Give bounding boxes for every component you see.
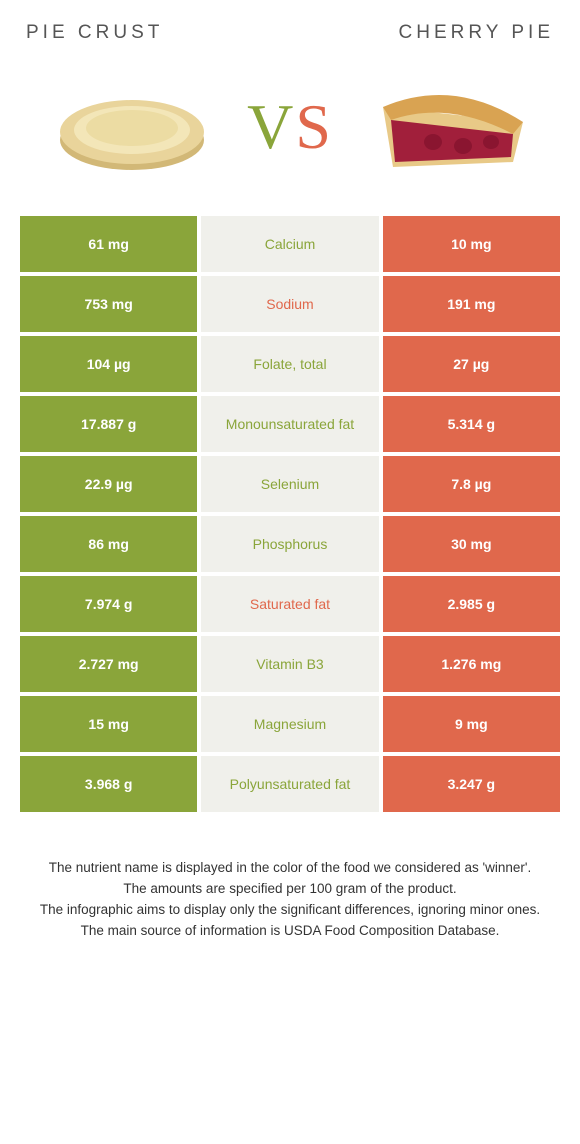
right-value: 9 mg <box>383 696 560 752</box>
right-value: 27 µg <box>383 336 560 392</box>
footer-notes: The nutrient name is displayed in the co… <box>20 858 560 942</box>
left-value: 22.9 µg <box>20 456 197 512</box>
table-row: 2.727 mgVitamin B31.276 mg <box>20 636 560 692</box>
table-row: 61 mgCalcium10 mg <box>20 216 560 272</box>
vs-row: VS <box>20 62 560 192</box>
table-row: 753 mgSodium191 mg <box>20 276 560 332</box>
left-value: 3.968 g <box>20 756 197 812</box>
right-value: 5.314 g <box>383 396 560 452</box>
nutrient-name: Selenium <box>201 456 378 512</box>
left-value: 15 mg <box>20 696 197 752</box>
cherry-pie-image <box>363 62 533 192</box>
nutrient-name: Polyunsaturated fat <box>201 756 378 812</box>
left-value: 86 mg <box>20 516 197 572</box>
nutrient-name: Monounsaturated fat <box>201 396 378 452</box>
nutrient-name: Magnesium <box>201 696 378 752</box>
right-value: 10 mg <box>383 216 560 272</box>
left-food-title: PIE CRUST <box>26 22 163 44</box>
right-value: 30 mg <box>383 516 560 572</box>
table-row: 104 µgFolate, total27 µg <box>20 336 560 392</box>
left-value: 753 mg <box>20 276 197 332</box>
right-value: 2.985 g <box>383 576 560 632</box>
right-value: 7.8 µg <box>383 456 560 512</box>
nutrient-name: Saturated fat <box>201 576 378 632</box>
vs-v: V <box>247 91 295 162</box>
left-value: 2.727 mg <box>20 636 197 692</box>
nutrient-name: Vitamin B3 <box>201 636 378 692</box>
nutrient-name: Calcium <box>201 216 378 272</box>
nutrient-name: Folate, total <box>201 336 378 392</box>
vs-s: S <box>295 91 333 162</box>
right-value: 3.247 g <box>383 756 560 812</box>
nutrient-table: 61 mgCalcium10 mg753 mgSodium191 mg104 µ… <box>20 216 560 812</box>
footer-line: The main source of information is USDA F… <box>24 921 556 942</box>
left-value: 7.974 g <box>20 576 197 632</box>
table-row: 86 mgPhosphorus30 mg <box>20 516 560 572</box>
vs-label: VS <box>247 90 333 164</box>
left-value: 17.887 g <box>20 396 197 452</box>
infographic-root: PIE CRUST CHERRY PIE VS 61 mg <box>0 0 580 942</box>
table-row: 22.9 µgSelenium7.8 µg <box>20 456 560 512</box>
footer-line: The nutrient name is displayed in the co… <box>24 858 556 879</box>
footer-line: The amounts are specified per 100 gram o… <box>24 879 556 900</box>
nutrient-name: Phosphorus <box>201 516 378 572</box>
footer-line: The infographic aims to display only the… <box>24 900 556 921</box>
table-row: 17.887 gMonounsaturated fat5.314 g <box>20 396 560 452</box>
right-value: 1.276 mg <box>383 636 560 692</box>
table-row: 7.974 gSaturated fat2.985 g <box>20 576 560 632</box>
left-value: 104 µg <box>20 336 197 392</box>
nutrient-name: Sodium <box>201 276 378 332</box>
right-value: 191 mg <box>383 276 560 332</box>
table-row: 15 mgMagnesium9 mg <box>20 696 560 752</box>
left-value: 61 mg <box>20 216 197 272</box>
header-row: PIE CRUST CHERRY PIE <box>20 22 560 44</box>
pie-crust-image <box>47 62 217 192</box>
table-row: 3.968 gPolyunsaturated fat3.247 g <box>20 756 560 812</box>
right-food-title: CHERRY PIE <box>399 22 554 44</box>
